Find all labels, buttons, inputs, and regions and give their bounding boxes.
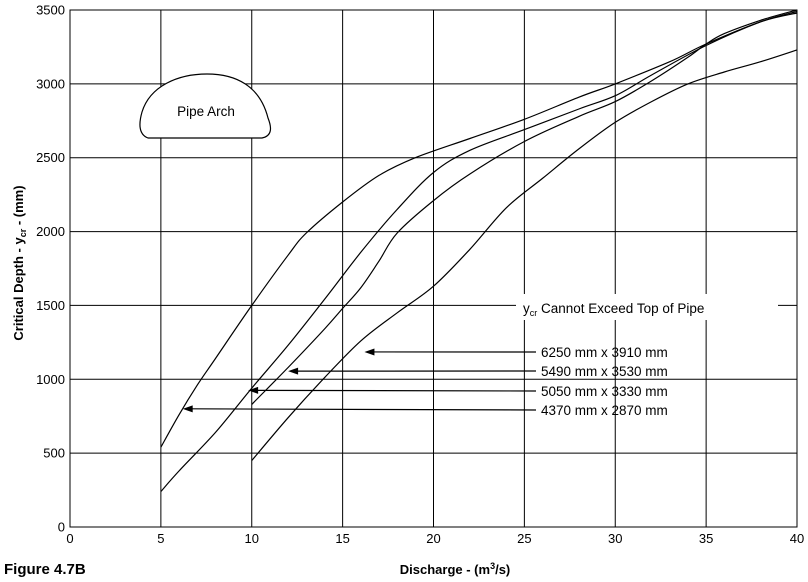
y-tick-label: 3000 xyxy=(36,76,65,91)
series-arrowhead-1 xyxy=(364,348,375,356)
series-label-4: 4370 mm x 2870 mm xyxy=(541,403,668,418)
x-tick-label: 25 xyxy=(517,531,531,546)
y-tick-label: 500 xyxy=(43,446,65,461)
y-tick-label: 3500 xyxy=(36,3,65,18)
x-tick-label: 10 xyxy=(245,531,259,546)
pipe-arch-label: Pipe Arch xyxy=(177,104,235,119)
series-label-2: 5490 mm x 3530 mm xyxy=(541,364,668,379)
x-tick-label: 35 xyxy=(699,531,713,546)
x-tick-label: 5 xyxy=(157,531,164,546)
y-tick-label: 2000 xyxy=(36,224,65,239)
x-tick-label: 15 xyxy=(335,531,349,546)
x-axis-title: Discharge - (m3/s) xyxy=(400,561,511,577)
series-line-3 xyxy=(160,10,798,492)
y-tick-label: 0 xyxy=(58,520,65,535)
series-line-1 xyxy=(251,49,798,461)
x-tick-label: 40 xyxy=(790,531,804,546)
x-tick-label: 20 xyxy=(426,531,440,546)
series-arrowhead-4 xyxy=(182,405,193,413)
curves xyxy=(160,9,798,492)
series-arrowhead-2 xyxy=(288,367,299,375)
y-axis-title: Critical Depth - ycr - (mm) xyxy=(11,185,28,340)
tick-labels: 0 5 10 15 20 25 30 35 40 0 500 1000 1500 2000 2500 3000… xyxy=(36,3,804,547)
series-line-4 xyxy=(160,12,798,448)
y-tick-label: 1500 xyxy=(36,298,65,313)
series-arrowhead-3 xyxy=(248,386,259,394)
series-label-1: 6250 mm x 3910 mm xyxy=(541,345,668,360)
series-arrow-3 xyxy=(257,389,537,392)
limit-note: ycr Cannot Exceed Top of Pipe xyxy=(523,301,704,318)
series-arrow-4 xyxy=(191,408,537,411)
figure-label: Figure 4.7B xyxy=(4,561,86,578)
series-labels: 6250 mm x 3910 mm 5490 mm x 3530 mm 5050 m… xyxy=(182,345,668,418)
x-tick-label: 0 xyxy=(66,531,73,546)
y-tick-label: 2500 xyxy=(36,150,65,165)
y-tick-label: 1000 xyxy=(36,372,65,387)
limit-note-bg xyxy=(516,294,778,320)
series-label-3: 5050 mm x 3330 mm xyxy=(541,384,668,399)
pipe-arch-shape xyxy=(139,73,272,139)
x-tick-label: 30 xyxy=(608,531,622,546)
